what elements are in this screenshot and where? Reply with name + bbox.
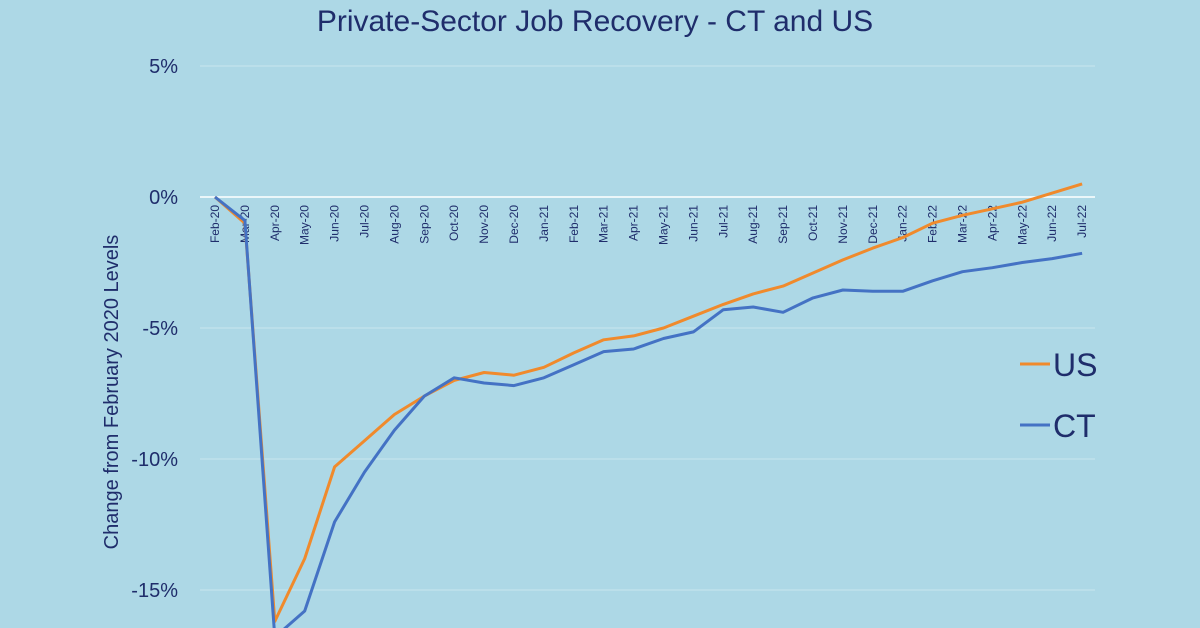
y-tick-label: -10%	[131, 449, 178, 471]
series-lines	[214, 182, 1083, 628]
chart-title: Private-Sector Job Recovery - CT and US	[317, 5, 873, 38]
y-tick-label: -5%	[142, 318, 178, 340]
series-line-ct	[214, 195, 1083, 628]
x-tick-label: Sep-21	[776, 205, 790, 244]
x-tick-label: Apr-20	[268, 205, 282, 241]
x-tick-label: Dec-20	[507, 205, 521, 244]
legend: US CT	[1020, 347, 1097, 444]
x-tick-label: Jul-20	[358, 205, 372, 238]
x-tick-label: Aug-21	[746, 205, 760, 244]
y-tick-label: 0%	[149, 187, 178, 209]
x-tick-label: May-21	[657, 205, 671, 245]
series-line-us	[214, 182, 1083, 623]
x-tick-label: Jul-22	[1075, 205, 1089, 238]
x-tick-label: Nov-21	[836, 205, 850, 244]
y-tick-label: -15%	[131, 580, 178, 602]
x-tick-label: Apr-21	[627, 205, 641, 241]
x-tick-label: Sep-20	[417, 205, 431, 244]
x-tick-label: Jul-21	[716, 205, 730, 238]
x-tick-label: Apr-22	[985, 205, 999, 241]
y-tick-label: 5%	[149, 56, 178, 78]
x-tick-label: Oct-21	[806, 205, 820, 241]
x-tick-label: May-22	[1015, 205, 1029, 245]
x-axis-ticks: Feb-20 Mar-20 Apr-20 May-20 Jun-20 Jul-20 Aug-…	[208, 205, 1089, 245]
y-axis-ticks: 5% 0% -5% -10% -15%	[131, 56, 178, 602]
y-axis-label: Change from February 2020 Levels	[101, 235, 123, 550]
legend-label-ct: CT	[1053, 408, 1096, 444]
x-tick-label: Mar-22	[956, 205, 970, 243]
x-tick-label: Jan-21	[537, 205, 551, 242]
x-tick-label: Nov-20	[477, 205, 491, 244]
x-tick-label: Jun-21	[686, 205, 700, 242]
x-tick-label: Oct-20	[447, 205, 461, 241]
x-tick-label: Jun-22	[1045, 205, 1059, 242]
x-tick-label: Feb-21	[567, 205, 581, 243]
x-tick-label: Feb-20	[208, 205, 222, 243]
legend-label-us: US	[1053, 347, 1097, 383]
x-tick-label: Jan-22	[896, 205, 910, 242]
x-tick-label: Mar-21	[597, 205, 611, 243]
gridlines	[200, 65, 1095, 591]
x-tick-label: Dec-21	[866, 205, 880, 244]
x-tick-label: May-20	[298, 205, 312, 245]
x-tick-label: Aug-20	[387, 205, 401, 244]
x-tick-label: Jun-20	[328, 205, 342, 242]
